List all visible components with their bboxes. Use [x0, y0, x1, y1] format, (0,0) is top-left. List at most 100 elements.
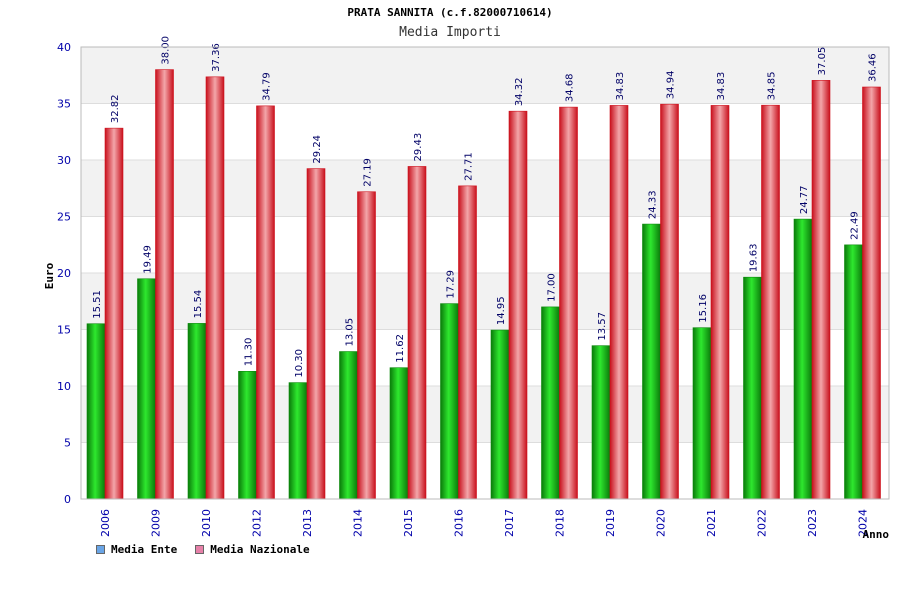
x-axis-label: Anno	[863, 528, 890, 541]
bar-media-nazionale	[761, 104, 780, 500]
y-tick-label: 10	[57, 380, 71, 393]
x-tick-label: 2022	[756, 509, 769, 537]
bar-data-label: 27.71	[464, 152, 475, 181]
bar-data-label: 27.19	[363, 158, 374, 187]
x-tick-label: 2015	[402, 509, 415, 537]
bar-data-label: 34.79	[262, 72, 273, 101]
legend-label-nazionale: Media Nazionale	[210, 543, 310, 556]
bar-media-nazionale	[862, 86, 881, 500]
bar-media-nazionale	[357, 191, 376, 500]
bar-media-ente	[389, 367, 409, 500]
bar-media-nazionale	[205, 76, 225, 500]
bar-data-label: 34.94	[666, 71, 677, 100]
bar-data-label: 19.49	[143, 245, 154, 274]
bar-media-ente	[844, 244, 863, 500]
bar-media-nazionale	[508, 110, 528, 500]
x-tick-label: 2014	[352, 509, 365, 537]
x-tick-label: 2016	[453, 509, 466, 537]
bar-media-ente	[339, 351, 358, 500]
legend-item-ente: Media Ente	[96, 543, 177, 556]
y-axis-label: Euro	[43, 262, 56, 289]
bar-data-label: 36.46	[868, 53, 879, 82]
bar-data-label: 19.63	[749, 244, 760, 273]
x-tick-label: 2012	[251, 509, 264, 537]
plot-frame	[80, 46, 890, 500]
bar-data-label: 17.00	[547, 273, 558, 302]
bar-media-nazionale	[155, 69, 174, 500]
legend-swatch-nazionale	[195, 545, 205, 554]
bar-data-label: 15.54	[193, 290, 204, 319]
bar-data-label: 11.62	[395, 334, 406, 363]
chart-title: PRATA SANNITA (c.f.82000710614)	[347, 6, 553, 19]
bar-data-label: 14.95	[496, 296, 507, 325]
bar-media-ente	[187, 323, 207, 500]
bar-media-ente	[86, 323, 106, 500]
bar-media-ente	[591, 345, 611, 500]
bar-media-ente	[743, 276, 762, 500]
y-tick-label: 25	[57, 211, 71, 224]
x-tick-label: 2017	[503, 509, 516, 537]
bar-media-ente	[642, 223, 661, 500]
bar-data-label: 37.36	[211, 43, 222, 72]
x-tick-label: 2013	[301, 509, 314, 537]
bar-media-nazionale	[559, 106, 578, 500]
bar-media-nazionale	[104, 127, 124, 500]
y-tick-label: 15	[57, 324, 71, 337]
legend-item-nazionale: Media Nazionale	[195, 543, 310, 556]
bar-data-label: 34.32	[514, 78, 525, 107]
bar-data-label: 15.16	[698, 294, 709, 323]
bar-media-nazionale	[660, 103, 679, 500]
bar-media-nazionale	[407, 166, 427, 500]
bar-media-ente	[440, 303, 459, 500]
legend-swatch-ente	[96, 545, 105, 554]
x-tick-label: 2009	[150, 509, 163, 537]
bar-media-ente	[490, 329, 510, 500]
y-tick-label: 30	[57, 154, 71, 167]
bar-media-nazionale	[811, 80, 831, 500]
bar-data-label: 22.49	[850, 211, 861, 240]
bar-media-ente	[238, 371, 257, 500]
x-tick-label: 2018	[554, 509, 567, 537]
bar-data-label: 13.05	[345, 318, 356, 347]
x-tick-label: 2019	[604, 509, 617, 537]
bar-data-label: 34.85	[767, 72, 778, 101]
bar-media-nazionale	[609, 105, 629, 500]
bar-media-nazionale	[710, 105, 730, 500]
bar-media-nazionale	[458, 185, 477, 500]
bar-data-label: 15.51	[92, 290, 103, 319]
bar-data-label: 29.43	[413, 133, 424, 162]
bar-media-nazionale	[256, 105, 275, 500]
bar-data-label: 34.83	[716, 72, 727, 101]
x-tick-label: 2021	[705, 509, 718, 537]
y-tick-label: 0	[64, 493, 71, 506]
bar-data-label: 24.33	[648, 190, 659, 219]
bar-media-nazionale	[306, 168, 326, 500]
bar-data-label: 34.68	[565, 73, 576, 102]
bar-media-ente	[288, 382, 308, 500]
bar-data-label: 32.82	[110, 94, 121, 123]
bar-data-label: 34.83	[615, 72, 626, 101]
x-tick-label: 2010	[200, 509, 213, 537]
y-tick-label: 20	[57, 267, 71, 280]
bar-data-label: 38.00	[161, 36, 172, 65]
bar-data-label: 13.57	[597, 312, 608, 341]
bar-media-ente	[692, 327, 712, 500]
bar-data-label: 37.05	[817, 47, 828, 76]
y-tick-label: 5	[64, 437, 71, 450]
chart-subtitle: Media Importi	[399, 25, 501, 40]
bar-data-label: 29.24	[312, 135, 323, 164]
bar-data-label: 24.77	[799, 185, 810, 214]
legend-label-ente: Media Ente	[111, 543, 178, 556]
x-tick-label: 2006	[99, 509, 112, 537]
bar-data-label: 10.30	[294, 349, 305, 378]
bar-media-ente	[541, 306, 560, 500]
y-tick-label: 40	[57, 41, 71, 54]
bar-media-ente	[137, 278, 156, 500]
x-tick-label: 2020	[655, 509, 668, 537]
x-tick-label: 2024	[857, 509, 870, 537]
bar-data-label: 11.30	[244, 338, 255, 367]
bar-data-label: 17.29	[446, 270, 457, 299]
bar-media-ente	[793, 218, 813, 500]
